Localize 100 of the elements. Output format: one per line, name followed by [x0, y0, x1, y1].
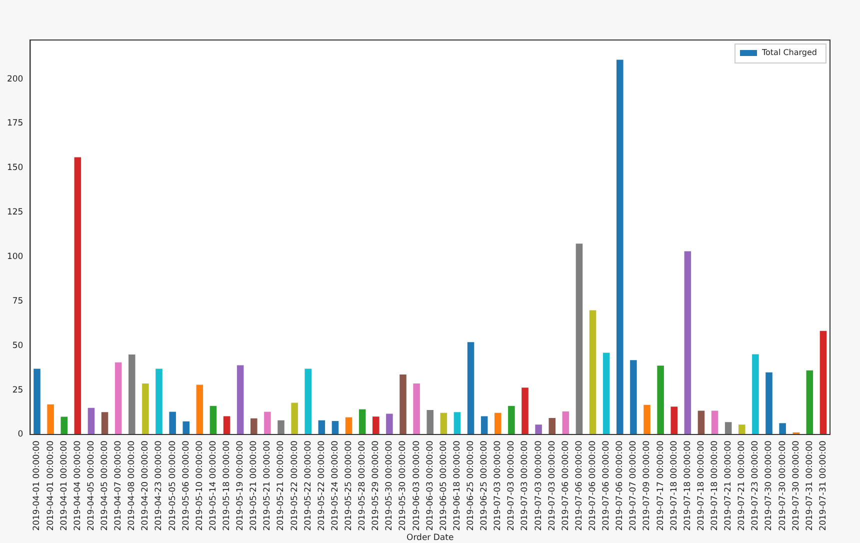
bar	[345, 417, 352, 435]
bar	[332, 421, 339, 435]
bar	[386, 414, 393, 435]
x-tick-label: 2019-05-19 00:00:00	[236, 440, 246, 531]
x-tick-label: 2019-05-30 00:00:00	[398, 440, 408, 531]
x-tick-label: 2019-04-08 00:00:00	[127, 440, 138, 531]
bar	[602, 352, 610, 435]
x-tick-label: 2019-07-17 00:00:00	[656, 440, 666, 531]
bar	[657, 366, 664, 435]
x-tick-label: 2019-07-18 00:00:00	[669, 440, 680, 531]
bar	[358, 409, 366, 435]
bar	[806, 370, 814, 435]
x-tick-label: 2019-07-30 00:00:00	[778, 440, 788, 531]
x-tick-label: 2019-07-06 00:00:00	[560, 440, 571, 531]
y-tick-label: 175	[6, 118, 24, 129]
x-tick-label: 2019-05-05 00:00:00	[168, 440, 178, 531]
x-tick-label: 2019-04-05 00:00:00	[86, 440, 96, 531]
y-tick-label: 125	[6, 208, 24, 218]
x-tick-label: 2019-07-06 00:00:00	[588, 440, 598, 531]
x-tick-label: 2019-06-18 00:00:00	[452, 440, 462, 531]
bar	[47, 404, 54, 435]
x-tick-label: 2019-05-28 00:00:00	[358, 440, 368, 531]
bar	[616, 60, 624, 435]
x-tick-label: 2019-07-18 00:00:00	[696, 440, 706, 531]
bar	[128, 354, 136, 435]
bar	[508, 406, 515, 435]
bar	[250, 418, 258, 435]
x-tick-label: 2019-07-03 00:00:00	[506, 440, 517, 531]
bar	[236, 365, 244, 435]
x-tick-label: 2019-07-06 00:00:00	[615, 440, 626, 531]
bar	[724, 422, 732, 435]
x-tick-label: 2019-05-21 00:00:00	[276, 440, 286, 531]
x-tick-label: 2019-07-21 00:00:00	[724, 440, 734, 531]
x-tick-label: 2019-05-10 00:00:00	[194, 440, 205, 531]
x-tick-label: 2019-07-21 00:00:00	[737, 440, 748, 531]
x-tick-label: 2019-05-21 00:00:00	[262, 440, 273, 531]
bar	[548, 418, 556, 435]
legend-label: Total Charged	[760, 48, 818, 58]
bar	[779, 423, 786, 435]
bar	[278, 420, 284, 435]
y-tick-label: 100	[6, 252, 24, 262]
y-tick-label: 25	[12, 385, 24, 396]
x-tick-label: 2019-04-01 00:00:00	[59, 440, 70, 531]
y-tick-label: 200	[6, 74, 24, 84]
x-tick-label: 2019-07-03 00:00:00	[547, 440, 558, 531]
bar	[820, 330, 827, 435]
x-tick-label: 2019-04-20 00:00:00	[140, 440, 151, 531]
x-tick-label: 2019-05-22 00:00:00	[303, 440, 314, 531]
x-tick-label: 2019-07-31 00:00:00	[818, 440, 828, 531]
x-tick-label: 2019-06-05 00:00:00	[438, 440, 449, 531]
x-tick-label: 2019-06-25 00:00:00	[480, 440, 490, 531]
x-tick-label: 2019-07-30 00:00:00	[764, 440, 774, 531]
y-tick-label: 150	[6, 163, 24, 174]
bar	[467, 342, 474, 435]
bar	[74, 157, 82, 435]
bar	[670, 406, 678, 435]
x-tick-label: 2019-07-06 00:00:00	[602, 440, 612, 531]
bar	[182, 421, 190, 435]
bar	[223, 416, 230, 435]
bar	[576, 244, 583, 435]
bar	[738, 424, 746, 435]
x-tick-label: 2019-06-03 00:00:00	[412, 440, 422, 531]
x-tick-label: 2019-04-01 00:00:00	[32, 440, 42, 531]
bar	[630, 360, 637, 435]
x-tick-label: 2019-05-18 00:00:00	[222, 440, 232, 531]
x-tick-label: 2019-05-22 00:00:00	[316, 440, 327, 531]
bar	[196, 384, 204, 435]
x-tick-label: 2019-06-03 00:00:00	[425, 440, 436, 531]
x-tick-label: 2019-05-30 00:00:00	[384, 440, 395, 531]
bar	[413, 384, 420, 435]
bar	[711, 410, 718, 435]
bar	[522, 388, 528, 435]
bar	[494, 412, 502, 435]
x-tick-label: 2019-07-30 00:00:00	[791, 440, 802, 531]
x-tick-label: 2019-05-14 00:00:00	[208, 440, 218, 531]
x-tick-label: 2019-04-05 00:00:00	[100, 440, 110, 531]
bar	[318, 420, 326, 435]
x-tick-label: 2019-07-18 00:00:00	[682, 440, 693, 531]
x-tick-label: 2019-05-29 00:00:00	[371, 440, 382, 531]
x-tick-label: 2019-07-03 00:00:00	[520, 440, 530, 531]
y-tick-label: 75	[12, 296, 24, 306]
bar	[400, 374, 406, 435]
x-tick-label: 2019-05-06 00:00:00	[181, 440, 192, 531]
x-tick-label: 2019-07-03 00:00:00	[493, 440, 504, 531]
x-tick-label: 2019-04-07 00:00:00	[114, 440, 124, 531]
bar	[114, 362, 122, 435]
y-tick-label: 50	[12, 340, 24, 351]
bar	[684, 251, 692, 435]
x-tick-label: 2019-05-24 00:00:00	[330, 440, 340, 531]
x-tick-label: 2019-07-03 00:00:00	[534, 440, 544, 531]
x-tick-label: 2019-07-09 00:00:00	[642, 440, 652, 531]
bar	[589, 310, 596, 435]
x-tick-label: 2019-05-25 00:00:00	[344, 440, 354, 531]
bar	[88, 408, 95, 435]
bar	[644, 404, 650, 435]
bar	[766, 372, 772, 435]
x-tick-label: 2019-07-07 00:00:00	[628, 440, 639, 531]
bar	[372, 416, 380, 435]
x-tick-label: 2019-07-06 00:00:00	[574, 440, 584, 531]
x-tick-label: 2019-04-23 00:00:00	[154, 440, 164, 531]
